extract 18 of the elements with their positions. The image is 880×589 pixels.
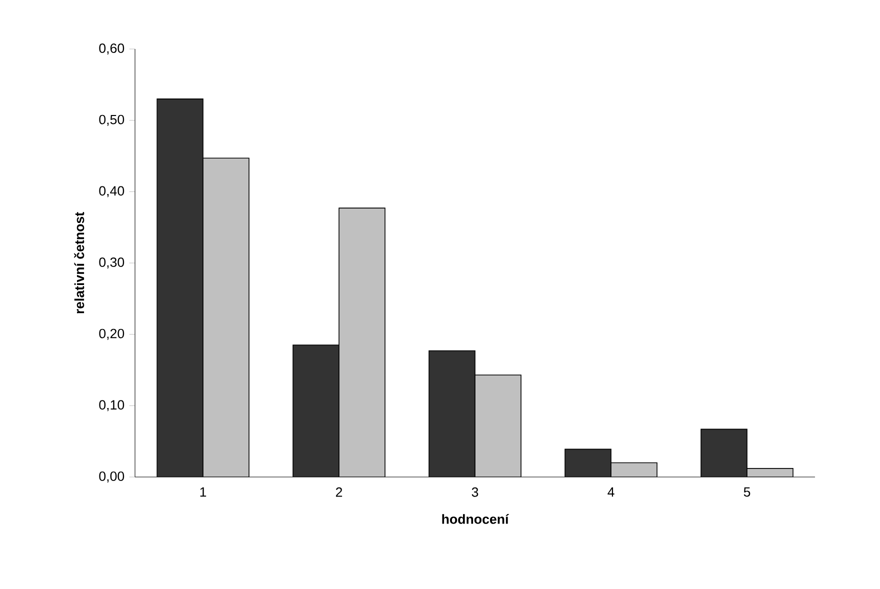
y-tick-label: 0,40	[99, 186, 124, 198]
y-tick-label: 0,20	[99, 328, 124, 340]
y-axis-title: relativní četnost	[74, 212, 84, 314]
y-tick-label: 0,60	[99, 44, 124, 55]
y-tick-label: 0,30	[99, 258, 124, 269]
bar	[338, 208, 386, 477]
bar	[610, 462, 658, 477]
x-axis-title: hodnocení	[442, 514, 510, 524]
x-tick-label: 3	[472, 487, 478, 497]
x-tick-label: 5	[744, 487, 750, 497]
y-tick-label: 0,00	[99, 471, 124, 483]
x-tick-label: 1	[200, 487, 206, 497]
x-tick-label: 4	[608, 487, 614, 497]
bar	[474, 374, 522, 477]
bar	[202, 158, 250, 477]
y-tick-label: 0,50	[99, 114, 124, 126]
y-tick-label: 0,10	[99, 400, 124, 412]
x-tick-label: 2	[336, 487, 342, 497]
